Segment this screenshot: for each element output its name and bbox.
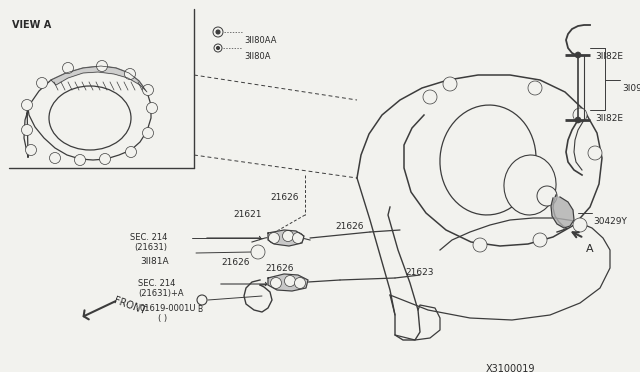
Text: 30429Y: 30429Y xyxy=(593,217,627,226)
Polygon shape xyxy=(551,197,574,228)
Text: VIEW A: VIEW A xyxy=(12,20,51,30)
Text: 21626: 21626 xyxy=(221,258,250,267)
Circle shape xyxy=(423,90,437,104)
Circle shape xyxy=(295,235,301,241)
Circle shape xyxy=(285,233,291,239)
Circle shape xyxy=(145,130,151,136)
Circle shape xyxy=(251,245,265,259)
Ellipse shape xyxy=(49,86,131,150)
Circle shape xyxy=(575,52,581,58)
Text: 21621: 21621 xyxy=(234,210,262,219)
Circle shape xyxy=(149,105,155,111)
Circle shape xyxy=(443,77,457,91)
Text: X3100019: X3100019 xyxy=(485,364,535,372)
Ellipse shape xyxy=(504,155,556,215)
Text: (21631)+A: (21631)+A xyxy=(138,289,184,298)
Circle shape xyxy=(297,280,303,286)
Text: A: A xyxy=(586,244,594,254)
Circle shape xyxy=(282,231,294,241)
Circle shape xyxy=(537,186,557,206)
Text: ( ): ( ) xyxy=(158,314,167,323)
Polygon shape xyxy=(51,66,147,92)
Ellipse shape xyxy=(440,105,536,215)
Circle shape xyxy=(127,71,133,77)
Circle shape xyxy=(292,232,303,244)
Circle shape xyxy=(588,146,602,160)
Circle shape xyxy=(473,238,487,252)
Circle shape xyxy=(271,278,282,289)
Polygon shape xyxy=(268,230,304,246)
Circle shape xyxy=(531,84,539,92)
Text: SEC. 214: SEC. 214 xyxy=(138,279,175,288)
Circle shape xyxy=(26,144,36,155)
Circle shape xyxy=(24,102,30,108)
Circle shape xyxy=(285,276,296,286)
Circle shape xyxy=(269,232,280,244)
Circle shape xyxy=(573,218,587,232)
Circle shape xyxy=(294,278,305,289)
Circle shape xyxy=(254,248,262,256)
Text: 3ll82E: 3ll82E xyxy=(595,52,623,61)
Circle shape xyxy=(125,68,136,80)
Circle shape xyxy=(214,44,222,52)
Circle shape xyxy=(24,127,30,133)
Circle shape xyxy=(576,221,584,229)
Circle shape xyxy=(143,84,154,96)
Circle shape xyxy=(28,147,34,153)
Circle shape xyxy=(576,111,584,119)
Text: 3ll80AA: 3ll80AA xyxy=(244,36,276,45)
Circle shape xyxy=(143,128,154,138)
Circle shape xyxy=(102,156,108,162)
Text: 3ll82E: 3ll82E xyxy=(595,114,623,123)
Circle shape xyxy=(63,62,74,74)
Circle shape xyxy=(97,61,108,71)
Circle shape xyxy=(99,63,105,69)
Circle shape xyxy=(36,77,47,89)
Text: 01619-0001U: 01619-0001U xyxy=(140,304,196,313)
Circle shape xyxy=(476,241,484,249)
Circle shape xyxy=(197,295,207,305)
Text: 3ll81A: 3ll81A xyxy=(140,257,168,266)
Text: SEC. 214: SEC. 214 xyxy=(130,233,168,242)
Circle shape xyxy=(77,157,83,163)
Text: 21623: 21623 xyxy=(405,268,433,277)
Text: (21631): (21631) xyxy=(134,243,167,252)
Circle shape xyxy=(125,147,136,157)
Circle shape xyxy=(536,236,544,244)
Text: B: B xyxy=(197,305,203,314)
Circle shape xyxy=(216,46,220,49)
Circle shape xyxy=(99,154,111,164)
Circle shape xyxy=(575,117,581,123)
Circle shape xyxy=(147,103,157,113)
Circle shape xyxy=(39,80,45,86)
Circle shape xyxy=(591,149,599,157)
Text: 21626: 21626 xyxy=(336,222,364,231)
Text: 3l098Z: 3l098Z xyxy=(622,84,640,93)
Text: FRONT: FRONT xyxy=(113,295,147,316)
Text: 3ll80A: 3ll80A xyxy=(244,52,271,61)
Circle shape xyxy=(49,153,61,164)
Circle shape xyxy=(528,81,542,95)
Circle shape xyxy=(65,65,71,71)
Circle shape xyxy=(287,278,293,284)
Text: 21626: 21626 xyxy=(271,193,300,202)
Text: 21626: 21626 xyxy=(266,264,294,273)
Circle shape xyxy=(216,30,220,34)
Circle shape xyxy=(213,27,223,37)
Circle shape xyxy=(128,149,134,155)
Circle shape xyxy=(74,154,86,166)
Circle shape xyxy=(22,125,33,135)
Circle shape xyxy=(145,87,151,93)
Circle shape xyxy=(533,233,547,247)
Circle shape xyxy=(52,155,58,161)
Circle shape xyxy=(271,235,277,241)
Circle shape xyxy=(273,280,279,286)
Polygon shape xyxy=(268,274,308,291)
Circle shape xyxy=(446,80,454,88)
Circle shape xyxy=(426,93,434,101)
Circle shape xyxy=(22,99,33,110)
Circle shape xyxy=(573,108,587,122)
